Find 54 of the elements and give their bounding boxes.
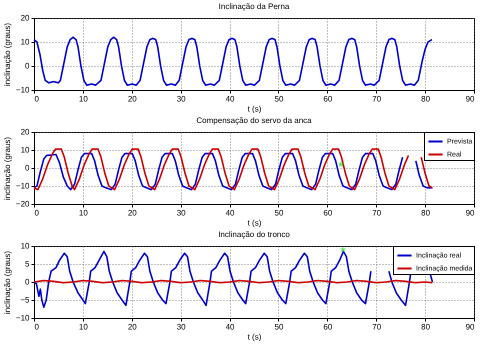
x-tick-label: 30	[176, 94, 186, 104]
x-tick-label: 40	[226, 94, 236, 104]
y-tick-label: −10	[16, 182, 30, 190]
x-tick-label: 40	[226, 208, 236, 218]
x-tick-label: 70	[372, 322, 382, 332]
x-tick-label: 50	[274, 322, 284, 332]
y-tick-label: 0	[25, 62, 30, 70]
x-tick-label: 60	[323, 322, 333, 332]
y-tick-label: 10	[20, 146, 30, 154]
y-tick-label: 10	[20, 242, 30, 250]
x-tick-label: 10	[78, 322, 88, 332]
x-tick-label: 0	[34, 208, 40, 218]
x-tick-label: 20	[128, 208, 138, 218]
chart-title: Inclinação do tronco	[218, 230, 290, 239]
y-tick-label: 5	[25, 260, 30, 268]
x-tick-label: 90	[466, 208, 476, 218]
y-axis-title: inclinação (graus)	[2, 22, 12, 86]
y-tick-label: 0	[25, 164, 30, 172]
x-tick-label: 80	[421, 322, 431, 332]
x-tick-label: 90	[466, 94, 476, 104]
x-tick-label: 20	[128, 94, 138, 104]
x-tick-label: 70	[372, 94, 382, 104]
x-tick-label: 0	[34, 94, 40, 104]
chart-title: Inclinação da Perna	[218, 2, 290, 11]
x-tick-label: 50	[274, 208, 284, 218]
y-tick-label: 20	[20, 128, 30, 136]
y-axis-title: inclinação (graus)	[2, 136, 12, 200]
x-axis-title: t (s)	[248, 104, 262, 114]
x-axis-title: t (s)	[248, 332, 262, 342]
x-tick-label: 30	[176, 208, 186, 218]
y-tick-label: −20	[16, 200, 30, 208]
y-tick-label: −10	[16, 314, 30, 322]
x-tick-label: 80	[421, 94, 431, 104]
x-tick-label: 0	[34, 322, 40, 332]
x-tick-label: 60	[323, 208, 333, 218]
line-series	[33, 36, 433, 86]
y-tick-label: 10	[20, 38, 30, 46]
y-tick-label: 0	[25, 278, 30, 286]
x-tick-label: 40	[226, 322, 236, 332]
x-tick-label: 90	[466, 322, 476, 332]
y-tick-label: −10	[16, 86, 30, 94]
x-tick-label: 80	[421, 208, 431, 218]
chart-title: Compensação do servo da anca	[196, 116, 312, 125]
y-tick-label: −5	[20, 296, 30, 304]
x-tick-label: 10	[78, 208, 88, 218]
x-tick-label: 60	[323, 94, 333, 104]
x-axis-title: t (s)	[248, 218, 262, 228]
x-tick-label: 30	[176, 322, 186, 332]
y-tick-label: 20	[20, 14, 30, 22]
x-tick-label: 70	[372, 208, 382, 218]
x-tick-label: 50	[274, 94, 284, 104]
x-tick-label: 20	[128, 322, 138, 332]
y-axis-title: inclinação (graus)	[2, 250, 12, 314]
x-tick-label: 10	[78, 94, 88, 104]
